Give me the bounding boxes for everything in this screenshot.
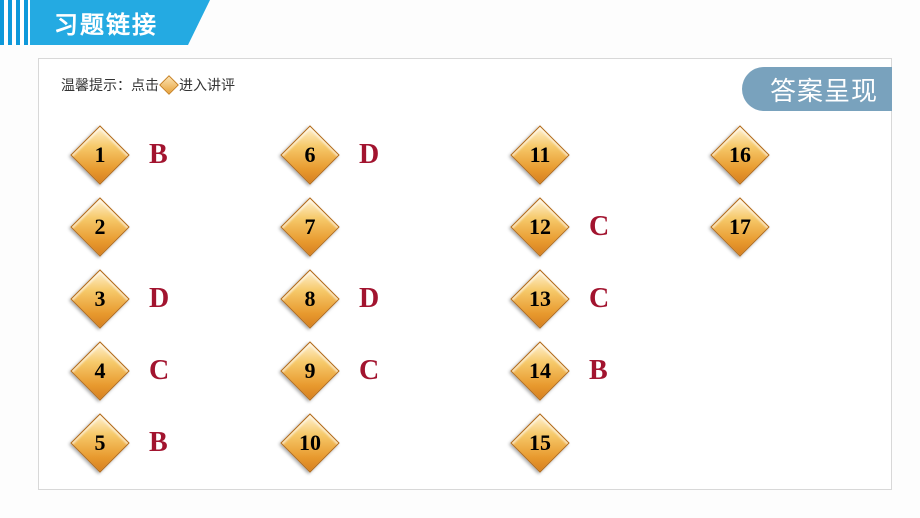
answer-column: 1B23D4C5B <box>79 119 173 479</box>
answer-row: 14 B <box>519 335 613 407</box>
question-diamond-14[interactable]: 14 <box>510 341 569 400</box>
answer-letter: B <box>149 427 173 459</box>
question-diamond-9[interactable]: 9 <box>280 341 339 400</box>
content-frame: 温馨提示：点击 进入讲评 答案呈现 1B23D4C5B6D78D9C101112… <box>38 58 892 490</box>
question-diamond-17[interactable]: 17 <box>710 197 769 256</box>
page-title: 习题链接 <box>54 5 158 40</box>
question-number: 6 <box>305 142 316 168</box>
question-diamond-15[interactable]: 15 <box>510 413 569 472</box>
badge-char: 案 <box>797 71 824 108</box>
answer-row: 5B <box>79 407 173 479</box>
answer-row: 12 C <box>519 191 613 263</box>
question-number: 15 <box>529 430 551 456</box>
question-diamond-2[interactable]: 2 <box>70 197 129 256</box>
answer-row: 16 <box>719 119 813 191</box>
answer-letter: C <box>359 355 383 387</box>
question-number: 13 <box>529 286 551 312</box>
answer-column: 11 12 C 13 C 14 B 15 <box>519 119 613 479</box>
question-number: 7 <box>305 214 316 240</box>
question-diamond-10[interactable]: 10 <box>280 413 339 472</box>
answer-column: 6D78D9C10 <box>289 119 383 479</box>
answer-letter: D <box>149 283 173 315</box>
question-number: 5 <box>95 430 106 456</box>
answer-letter: D <box>359 283 383 315</box>
answer-row: 10 <box>289 407 383 479</box>
question-number: 14 <box>529 358 551 384</box>
hint-prefix: 温馨提示：点击 <box>61 75 159 95</box>
question-number: 2 <box>95 214 106 240</box>
answer-row: 9C <box>289 335 383 407</box>
answer-row: 11 <box>519 119 613 191</box>
answer-row: 4C <box>79 335 173 407</box>
answer-row: 1B <box>79 119 173 191</box>
answer-row: 6D <box>289 119 383 191</box>
page-title-bar: 习题链接 <box>30 0 188 45</box>
answer-row: 3D <box>79 263 173 335</box>
question-diamond-11[interactable]: 11 <box>510 125 569 184</box>
question-diamond-8[interactable]: 8 <box>280 269 339 328</box>
answer-row: 8D <box>289 263 383 335</box>
question-diamond-16[interactable]: 16 <box>710 125 769 184</box>
header-stripes <box>0 0 30 45</box>
question-diamond-3[interactable]: 3 <box>70 269 129 328</box>
question-diamond-12[interactable]: 12 <box>510 197 569 256</box>
hint-text: 温馨提示：点击 进入讲评 <box>61 75 235 95</box>
question-number: 10 <box>299 430 321 456</box>
question-number: 3 <box>95 286 106 312</box>
answer-letter: C <box>589 211 613 243</box>
question-diamond-5[interactable]: 5 <box>70 413 129 472</box>
answer-letter: C <box>149 355 173 387</box>
question-number: 12 <box>529 214 551 240</box>
hint-suffix: 进入讲评 <box>179 75 235 95</box>
question-number: 11 <box>530 142 551 168</box>
answer-row: 2 <box>79 191 173 263</box>
answer-row: 17 <box>719 191 813 263</box>
question-number: 17 <box>729 214 751 240</box>
question-diamond-4[interactable]: 4 <box>70 341 129 400</box>
question-diamond-13[interactable]: 13 <box>510 269 569 328</box>
answer-row: 13 C <box>519 263 613 335</box>
question-number: 16 <box>729 142 751 168</box>
question-diamond-1[interactable]: 1 <box>70 125 129 184</box>
answer-letter: D <box>359 139 383 171</box>
question-number: 9 <box>305 358 316 384</box>
question-number: 1 <box>95 142 106 168</box>
hint-diamond-icon <box>159 75 179 95</box>
answer-letter: B <box>149 139 173 171</box>
badge-char: 呈 <box>824 71 851 108</box>
answer-row: 15 <box>519 407 613 479</box>
question-diamond-7[interactable]: 7 <box>280 197 339 256</box>
answer-row: 7 <box>289 191 383 263</box>
answer-badge: 答案呈现 <box>742 67 892 111</box>
answer-letter: B <box>589 355 613 387</box>
answer-column: 1617 <box>719 119 813 263</box>
answer-letter: C <box>589 283 613 315</box>
question-number: 4 <box>95 358 106 384</box>
badge-char: 现 <box>851 71 878 108</box>
question-diamond-6[interactable]: 6 <box>280 125 339 184</box>
badge-char: 答 <box>770 71 797 108</box>
question-number: 8 <box>305 286 316 312</box>
